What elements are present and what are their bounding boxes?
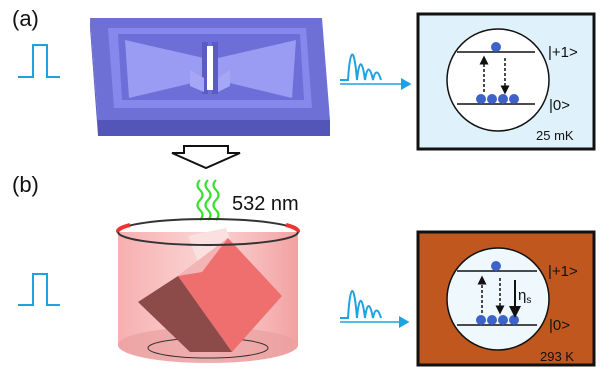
diamond-crystal-cavity <box>115 218 301 363</box>
temperature-a: 25 mK <box>536 128 574 143</box>
state-lower-b: |0> <box>549 317 570 334</box>
panel-a-label: (a) <box>12 6 39 31</box>
output-pulse-icon <box>340 290 410 328</box>
relaxation-rate-symbol: ηs <box>518 287 531 306</box>
superconducting-resonator <box>90 18 330 136</box>
output-pulse-icon <box>340 53 412 90</box>
state-upper-b: |+1> <box>548 263 578 280</box>
energy-level-box-b <box>416 230 596 367</box>
laser-wave-icon <box>196 179 220 221</box>
panel-b-label: (b) <box>12 172 39 197</box>
temperature-b: 293 K <box>540 349 574 364</box>
energy-level-box-a <box>416 12 596 151</box>
down-arrow-icon <box>171 145 241 170</box>
state-upper-a: |+1> <box>548 44 578 61</box>
laser-wavelength: 532 nm <box>232 193 299 215</box>
input-pulse-icon <box>18 273 60 306</box>
input-pulse-icon <box>18 44 60 78</box>
state-lower-a: |0> <box>549 97 570 114</box>
